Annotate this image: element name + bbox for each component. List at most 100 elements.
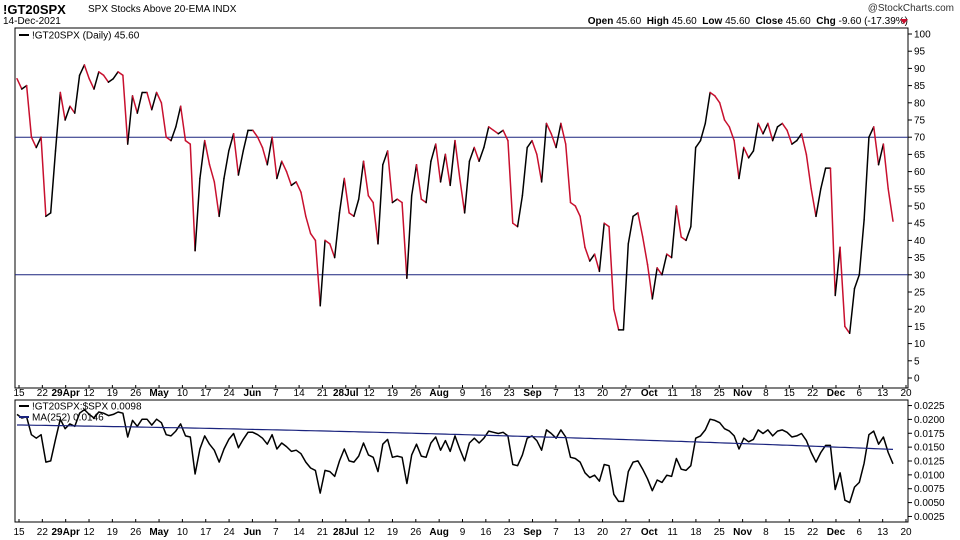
series-segment <box>743 146 750 159</box>
series-segment <box>646 263 654 300</box>
ratio-x-label: 19 <box>107 527 119 538</box>
main-x-label: 12 <box>364 388 376 399</box>
series-segment <box>685 225 692 242</box>
main-x-label: Nov <box>733 388 752 399</box>
series-segment <box>771 126 779 142</box>
series-segment <box>98 71 105 77</box>
ratio-x-label: 29Apr <box>52 527 80 538</box>
series-segment <box>146 91 153 111</box>
series-segment <box>699 122 707 142</box>
series-segment <box>117 71 124 77</box>
series-segment <box>276 160 283 180</box>
series-segment <box>324 239 331 245</box>
ratio-x-label: 17 <box>200 527 212 538</box>
series-segment <box>333 212 341 259</box>
main-x-label: 20 <box>900 388 912 399</box>
series-segment <box>213 181 220 218</box>
high-value: 45.60 <box>671 16 697 27</box>
series-segment <box>434 143 442 183</box>
series-segment <box>839 246 846 328</box>
series-segment <box>507 139 514 224</box>
y-tick-label: 75 <box>914 116 926 127</box>
series-segment <box>483 126 490 149</box>
series-segment <box>675 205 682 238</box>
ratio-x-label: 13 <box>574 527 586 538</box>
series-segment <box>550 133 557 149</box>
main-x-label: 27 <box>620 388 632 399</box>
main-x-label: 29Apr <box>52 388 80 399</box>
main-x-label: 24 <box>224 388 236 399</box>
y-tick-label: 45 <box>914 219 926 230</box>
ratio-x-label: 19 <box>387 527 399 538</box>
series-segment <box>728 126 735 142</box>
ratio-x-label: Sep <box>523 527 541 538</box>
ratio-x-label: 22 <box>807 527 819 538</box>
main-x-label: 10 <box>177 388 189 399</box>
y-tick-label: 35 <box>914 253 926 264</box>
ratio-x-label: 23 <box>504 527 516 538</box>
series-segment <box>382 150 389 166</box>
main-x-label: 11 <box>667 388 678 399</box>
main-x-label: 22 <box>37 388 49 399</box>
down-arrow-icon <box>900 19 908 24</box>
series-segment <box>762 122 769 135</box>
series-segment <box>680 236 687 242</box>
series-segment <box>444 153 451 187</box>
low-label: Low <box>702 16 723 27</box>
main-x-label: 8 <box>763 388 769 399</box>
ratio-x-label: 25 <box>714 527 726 538</box>
y-tick-label: 25 <box>914 288 926 299</box>
main-x-label: 26 <box>410 388 422 399</box>
series-segment <box>160 102 167 138</box>
series-segment <box>752 122 759 152</box>
main-x-label: 16 <box>480 388 492 399</box>
series-segment <box>608 225 615 310</box>
series-segment <box>661 253 668 276</box>
series-segment <box>237 150 244 176</box>
series-segment <box>93 71 100 90</box>
y-tick-label: 40 <box>914 236 926 247</box>
main-x-label: 22 <box>807 388 819 399</box>
series-segment <box>882 143 889 190</box>
series-segment <box>714 95 721 104</box>
series-segment <box>463 160 471 214</box>
series-segment <box>564 143 572 204</box>
series-segment <box>584 246 591 262</box>
brand-logo[interactable]: @StockCharts.com <box>867 3 954 14</box>
ratio-legend-text: !GT20SPX:$SPX 0.0098 <box>32 402 142 413</box>
ratio-x-label: 20 <box>597 527 609 538</box>
series-segment <box>747 150 755 159</box>
series-segment <box>203 139 211 166</box>
series-segment <box>690 146 697 228</box>
series-segment <box>88 77 95 90</box>
ohlc-readout: Open 45.60 High 45.60 Low 45.60 Close 45… <box>588 16 908 27</box>
series-segment <box>694 139 702 149</box>
series-segment <box>531 139 538 156</box>
ratio-panel-frame <box>14 399 909 523</box>
ratio-series-line <box>16 408 894 504</box>
series-segment <box>627 215 634 245</box>
main-x-label: 19 <box>387 388 399 399</box>
series-segment <box>786 129 793 145</box>
ratio-x-label: 7 <box>553 527 559 538</box>
ratio-x-label: 22 <box>37 527 49 538</box>
series-segment <box>603 222 610 228</box>
series-segment <box>305 215 312 235</box>
ratio-y-tick-label: 0.0050 <box>914 498 945 509</box>
series-segment <box>49 150 57 214</box>
series-segment <box>74 74 81 114</box>
chg-label: Chg <box>816 16 836 27</box>
series-segment <box>593 253 601 273</box>
ratio-x-label: 24 <box>224 527 236 538</box>
series-segment <box>83 64 90 80</box>
series-segment <box>632 212 639 218</box>
main-x-label: 9 <box>460 388 466 399</box>
series-segment <box>666 253 673 259</box>
series-segment <box>545 122 553 135</box>
series-segment <box>425 160 432 204</box>
main-x-label: Dec <box>827 388 846 399</box>
series-segment <box>290 181 297 187</box>
series-segment <box>218 177 225 218</box>
main-x-label: 7 <box>273 388 279 399</box>
